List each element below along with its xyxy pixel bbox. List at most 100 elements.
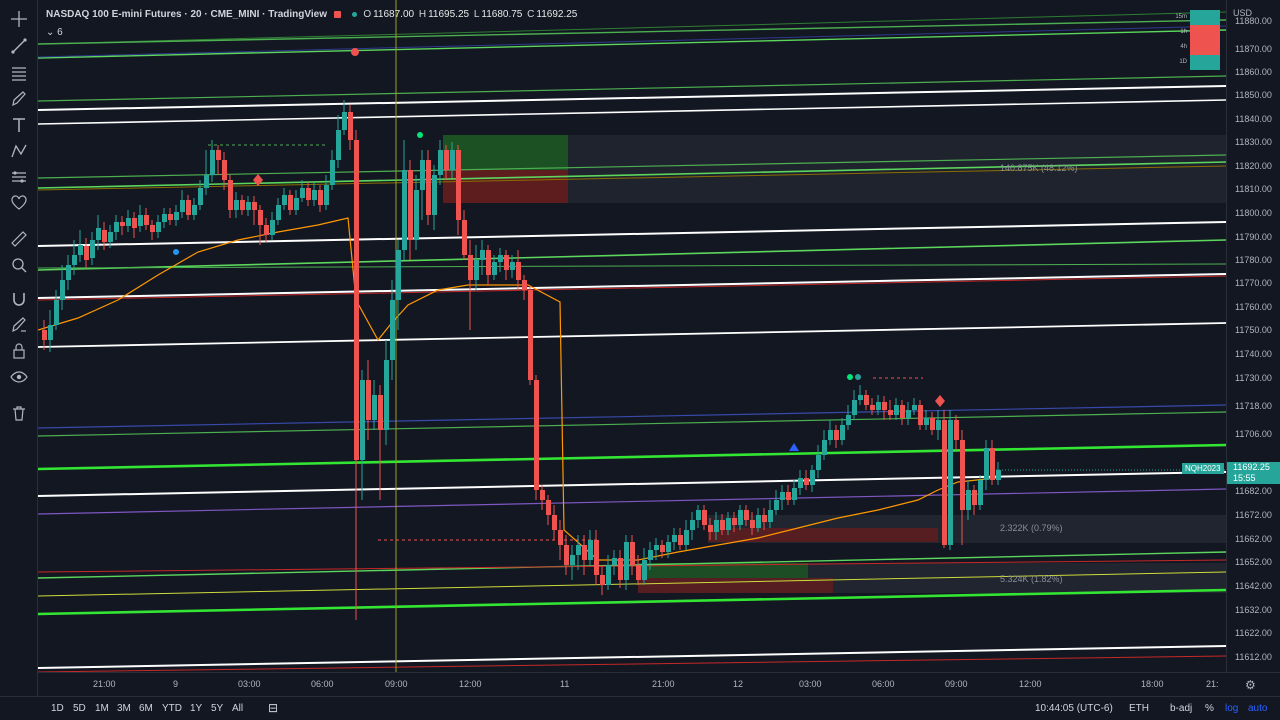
candle-body (162, 214, 167, 222)
session-button[interactable]: ETH (1129, 703, 1149, 714)
candle-body (960, 440, 965, 510)
fib-icon[interactable] (7, 62, 31, 84)
heart-icon[interactable] (7, 192, 31, 214)
range-1m-button[interactable]: 1M (95, 703, 109, 714)
price-tick-label: 11682.00 (1235, 486, 1272, 496)
time-axis[interactable]: 21:00 9 03:00 06:00 09:00 12:00 11 21:00 12 03:00… (38, 672, 1280, 696)
tf-label: 1h (1180, 29, 1187, 35)
candle-body (966, 490, 971, 510)
eye-icon[interactable] (7, 366, 31, 388)
price-tick-label: 11622.00 (1235, 628, 1272, 638)
time-tick-label: 03:00 (238, 679, 261, 689)
candle-body (630, 542, 635, 565)
chart-legend: NASDAQ 100 E-mini Futures · 20 · CME_MIN… (46, 9, 579, 20)
candle-body (690, 520, 695, 530)
candle-body (336, 130, 341, 160)
tf-row: 1D (1168, 55, 1220, 70)
currency-label[interactable]: USD (1233, 8, 1253, 18)
chevron-down-icon: ⌄ (46, 27, 55, 38)
range-3m-button[interactable]: 3M (117, 703, 131, 714)
trend-line-icon[interactable] (7, 35, 31, 57)
trash-icon[interactable] (7, 402, 31, 424)
price-axis[interactable]: USD 11880.00 11870.00 11860.00 11850.00 1184… (1226, 0, 1280, 672)
candle-body (672, 535, 677, 542)
candle-body (114, 222, 119, 232)
candle-body (546, 500, 551, 515)
price-tick-label: 11820.00 (1235, 161, 1272, 171)
lower-volume-zone-label: 5.324K (1.82%) (1000, 574, 1063, 584)
demand-zone (638, 563, 808, 578)
open-label: O (363, 9, 372, 20)
candle-body (852, 400, 857, 415)
candle-body (42, 330, 47, 340)
price-chart[interactable] (38, 0, 1226, 672)
price-tick-label: 11612.00 (1235, 652, 1272, 662)
auto-button[interactable]: auto (1248, 703, 1268, 714)
prediction-icon[interactable] (7, 166, 31, 188)
candle-body (972, 490, 977, 505)
price-tick-label: 11780.00 (1235, 255, 1272, 265)
calendar-icon[interactable]: ⊟ (268, 701, 279, 715)
gear-icon[interactable]: ⚙ (1245, 678, 1256, 692)
candle-body (408, 170, 413, 240)
candle-body (390, 300, 395, 360)
range-1d-button[interactable]: 1D (51, 703, 64, 714)
candle-body (804, 478, 809, 485)
bottom-toolbar: 1D 5D 1M 3M 6M YTD 1Y 5Y All ⊟ 10:44:05 … (0, 696, 1280, 720)
range-6m-button[interactable]: 6M (139, 703, 153, 714)
indicator-count: 6 (57, 27, 63, 38)
zoom-icon[interactable] (7, 254, 31, 276)
candle-body (378, 395, 383, 430)
candle-body (702, 510, 707, 525)
adjust-button[interactable]: b-adj (1170, 703, 1193, 714)
pattern-icon[interactable] (7, 140, 31, 162)
buy-signal-marker (417, 132, 423, 138)
candle-body (678, 535, 683, 545)
chart-canvas[interactable] (38, 0, 1226, 672)
tf-label: 4h (1180, 44, 1187, 50)
percent-button[interactable]: % (1205, 703, 1214, 714)
log-button[interactable]: log (1225, 703, 1239, 714)
candle-body (402, 170, 407, 250)
candle-body (312, 190, 317, 200)
candle-body (516, 262, 521, 280)
range-5d-button[interactable]: 5D (73, 703, 86, 714)
high-label: H (418, 9, 427, 20)
symbol-title[interactable]: NASDAQ 100 E-mini Futures · 20 · CME_MIN… (46, 9, 327, 20)
candle-body (384, 360, 389, 430)
candle-body (594, 540, 599, 575)
level-line (38, 322, 1226, 348)
price-tick-label: 11770.00 (1235, 278, 1272, 288)
magnet-icon[interactable] (7, 288, 31, 310)
candle-body (450, 150, 455, 170)
signal-marker (173, 249, 179, 255)
supply-zone (443, 170, 568, 203)
candle-body (624, 542, 629, 580)
range-5y-button[interactable]: 5Y (211, 703, 224, 714)
price-tick-label: 11810.00 (1235, 184, 1272, 194)
candle-body (156, 222, 161, 232)
candle-body (600, 575, 605, 585)
stay-drawing-icon[interactable] (7, 314, 31, 336)
candle-body (840, 425, 845, 440)
candle-body (342, 112, 347, 130)
brush-icon[interactable] (7, 88, 31, 110)
indicators-toggle[interactable]: ⌄ 6 (46, 27, 63, 38)
lock-icon[interactable] (7, 340, 31, 362)
text-icon[interactable] (7, 114, 31, 136)
level-line (38, 488, 1226, 515)
time-tick-label: 06:00 (311, 679, 334, 689)
tf-status (1190, 55, 1220, 70)
range-1y-button[interactable]: 1Y (190, 703, 203, 714)
price-tick-label: 11740.00 (1235, 349, 1272, 359)
candle-body (318, 190, 323, 205)
candle-body (84, 246, 89, 260)
clock[interactable]: 10:44:05 (UTC-6) (1035, 703, 1113, 714)
range-all-button[interactable]: All (232, 703, 244, 714)
crosshair-icon[interactable] (7, 8, 31, 30)
price-tick-label: 11870.00 (1235, 44, 1272, 54)
ruler-icon[interactable] (7, 228, 31, 250)
range-ytd-button[interactable]: YTD (162, 703, 182, 714)
candle-body (168, 214, 173, 220)
price-tick-label: 11652.00 (1235, 557, 1272, 567)
